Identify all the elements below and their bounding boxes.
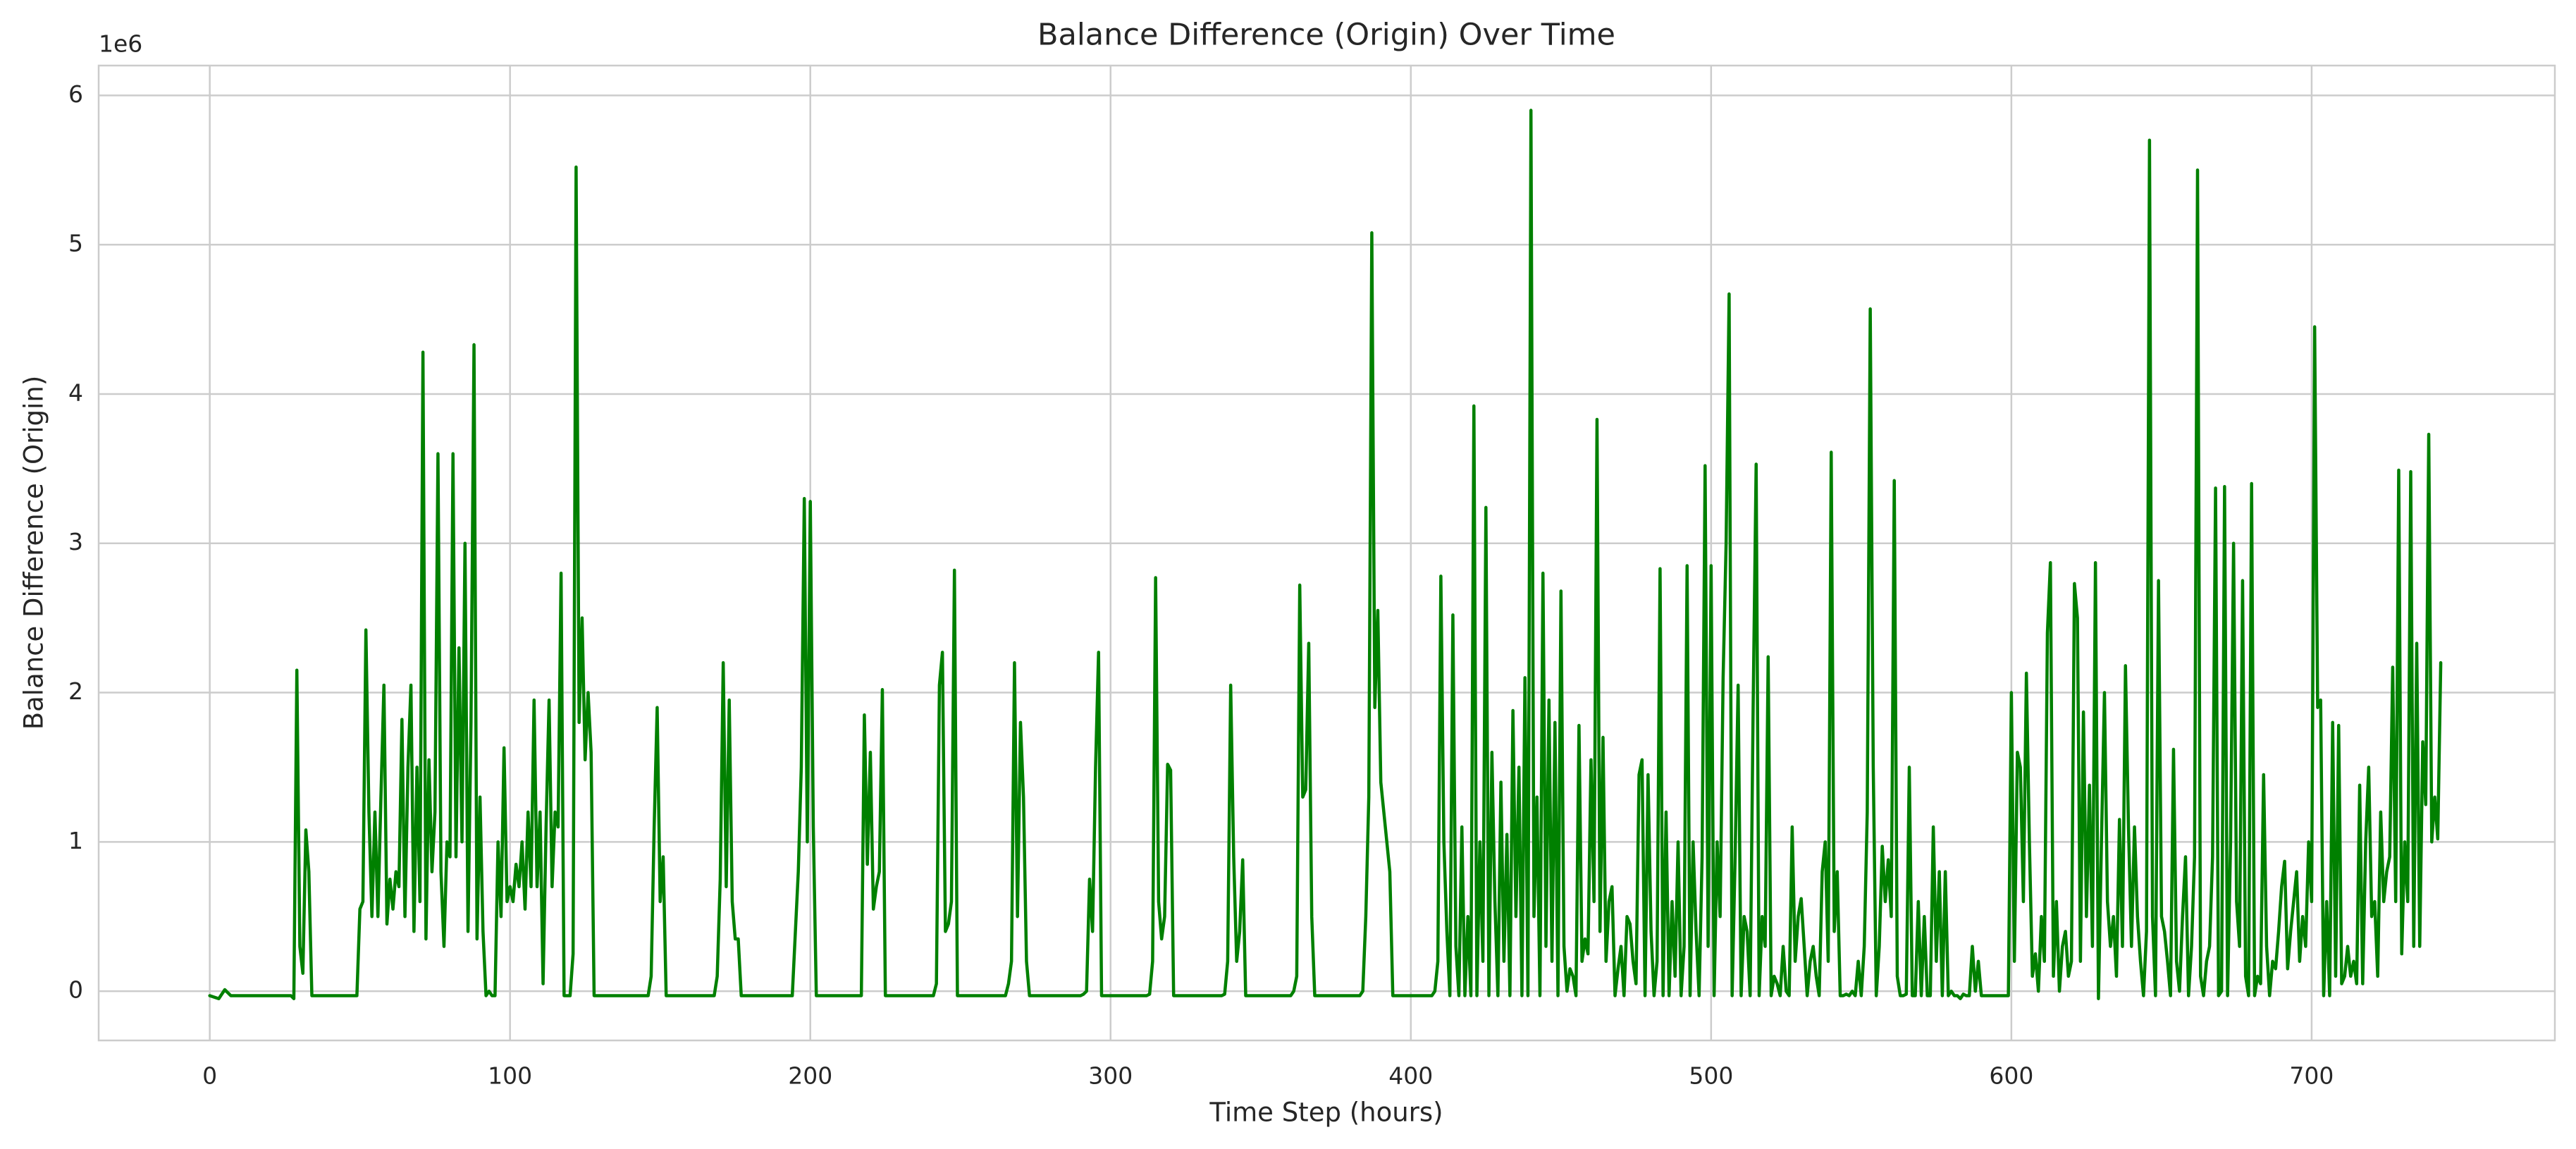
y-tick-label: 3: [68, 528, 83, 555]
y-tick-label: 2: [68, 677, 83, 705]
y-tick-label: 1: [68, 827, 83, 854]
plot-frame: [97, 64, 2556, 1042]
x-tick-label: 100: [488, 1062, 532, 1090]
y-tick-label: 5: [68, 230, 83, 257]
x-tick-label: 0: [202, 1062, 217, 1090]
data-line: [208, 109, 2443, 1000]
y-tick-label: 4: [68, 379, 83, 406]
x-tick-label: 200: [788, 1062, 832, 1090]
y-offset-text: 1e6: [99, 30, 142, 58]
x-tick-label: 300: [1088, 1062, 1133, 1090]
x-tick-label: 600: [1989, 1062, 2033, 1090]
plot: [208, 109, 2443, 1000]
x-tick-label: 700: [2289, 1062, 2334, 1090]
chart-title: Balance Difference (Origin) Over Time: [1037, 18, 1615, 53]
y-axis-label: Balance Difference (Origin): [19, 376, 49, 730]
y-tick-label: 6: [68, 80, 83, 108]
x-tick-label: 400: [1388, 1062, 1433, 1090]
x-tick-label: 500: [1689, 1062, 1733, 1090]
y-tick-label: 0: [68, 976, 83, 1004]
x-axis-label: Time Step (hours): [1209, 1098, 1443, 1128]
